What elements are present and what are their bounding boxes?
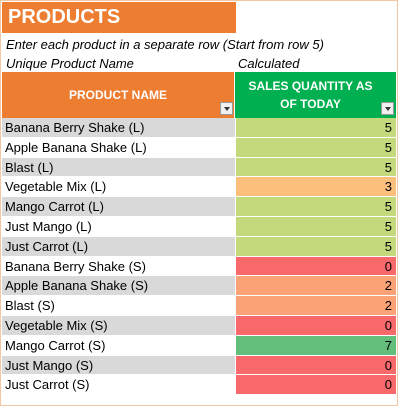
sales-quantity-cell[interactable]: 5	[236, 197, 396, 216]
product-name-cell[interactable]: Banana Berry Shake (L)	[2, 118, 235, 137]
column-header-sales-quantity[interactable]: SALES QUANTITY AS OF TODAY	[235, 72, 396, 118]
product-name-cell[interactable]: Just Mango (L)	[2, 216, 235, 236]
product-name-cell[interactable]: Just Mango (S)	[2, 355, 235, 375]
table-row: Apple Banana Shake (S) 2	[2, 276, 396, 297]
table-row: Just Carrot (S) 0	[2, 375, 396, 396]
table-row: Just Mango (S) 0	[2, 355, 396, 376]
dropdown-arrow-icon	[223, 106, 230, 111]
subheader-qty[interactable]: Calculated	[238, 56, 300, 71]
table-row: Just Carrot (L) 5	[2, 236, 396, 257]
table-row: Mango Carrot (S) 7	[2, 335, 396, 356]
sales-quantity-cell[interactable]: 5	[236, 118, 396, 137]
title-row: PRODUCTS	[2, 2, 396, 33]
sales-quantity-cell[interactable]: 3	[236, 177, 396, 197]
table-row: Vegetable Mix (S) 0	[2, 315, 396, 336]
product-name-filter-button[interactable]	[220, 102, 233, 115]
product-name-cell[interactable]: Blast (S)	[2, 296, 235, 315]
sales-quantity-cell[interactable]: 2	[236, 296, 396, 315]
table-row: Vegetable Mix (L) 3	[2, 177, 396, 198]
product-name-cell[interactable]: Apple Banana Shake (S)	[2, 276, 235, 296]
sales-quantity-cell[interactable]: 0	[236, 375, 396, 395]
product-name-cell[interactable]: Vegetable Mix (S)	[2, 315, 235, 335]
sheet-title[interactable]: PRODUCTS	[2, 2, 236, 33]
sales-quantity-cell[interactable]: 0	[236, 355, 396, 375]
table-row: Just Mango (L) 5	[2, 216, 396, 237]
sales-quantity-cell[interactable]: 5	[236, 216, 396, 236]
instruction-row: Enter each product in a separate row (St…	[2, 35, 396, 54]
product-name-cell[interactable]: Just Carrot (L)	[2, 236, 235, 256]
product-name-cell[interactable]: Blast (L)	[2, 157, 235, 177]
table-row: Mango Carrot (L) 5	[2, 197, 396, 217]
product-name-cell[interactable]: Banana Berry Shake (S)	[2, 256, 235, 276]
product-name-cell[interactable]: Mango Carrot (S)	[2, 335, 235, 355]
column-header-row: PRODUCT NAME SALES QUANTITY AS OF TODAY	[2, 72, 396, 118]
sales-quantity-filter-button[interactable]	[381, 102, 394, 115]
dropdown-arrow-icon	[384, 106, 391, 111]
sales-quantity-cell[interactable]: 7	[236, 335, 396, 355]
instruction-text[interactable]: Enter each product in a separate row (St…	[6, 37, 324, 52]
sales-quantity-cell[interactable]: 5	[236, 236, 396, 256]
sales-quantity-cell[interactable]: 5	[236, 137, 396, 157]
sales-quantity-cell[interactable]: 0	[236, 256, 396, 276]
table-row: Blast (L) 5	[2, 157, 396, 178]
product-name-cell[interactable]: Just Carrot (S)	[2, 375, 235, 395]
subheader-row: Unique Product Name Calculated	[2, 54, 396, 73]
sales-quantity-cell[interactable]: 5	[236, 157, 396, 177]
product-name-cell[interactable]: Apple Banana Shake (L)	[2, 137, 235, 157]
product-name-cell[interactable]: Mango Carrot (L)	[2, 197, 235, 216]
table-row: Banana Berry Shake (S) 0	[2, 256, 396, 277]
column-header-product-name-label: PRODUCT NAME	[69, 88, 167, 102]
sales-quantity-cell[interactable]: 0	[236, 315, 396, 335]
table-row: Apple Banana Shake (L) 5	[2, 137, 396, 158]
sales-quantity-cell[interactable]: 2	[236, 276, 396, 296]
subheader-name[interactable]: Unique Product Name	[6, 56, 134, 71]
column-header-sales-quantity-label: SALES QUANTITY AS OF TODAY	[248, 79, 373, 111]
table-row: Blast (S) 2	[2, 296, 396, 316]
table-row: Banana Berry Shake (L) 5	[2, 118, 396, 138]
product-name-cell[interactable]: Vegetable Mix (L)	[2, 177, 235, 197]
column-header-product-name[interactable]: PRODUCT NAME	[2, 72, 235, 118]
product-table-body: Banana Berry Shake (L) 5 Apple Banana Shak…	[2, 118, 396, 396]
